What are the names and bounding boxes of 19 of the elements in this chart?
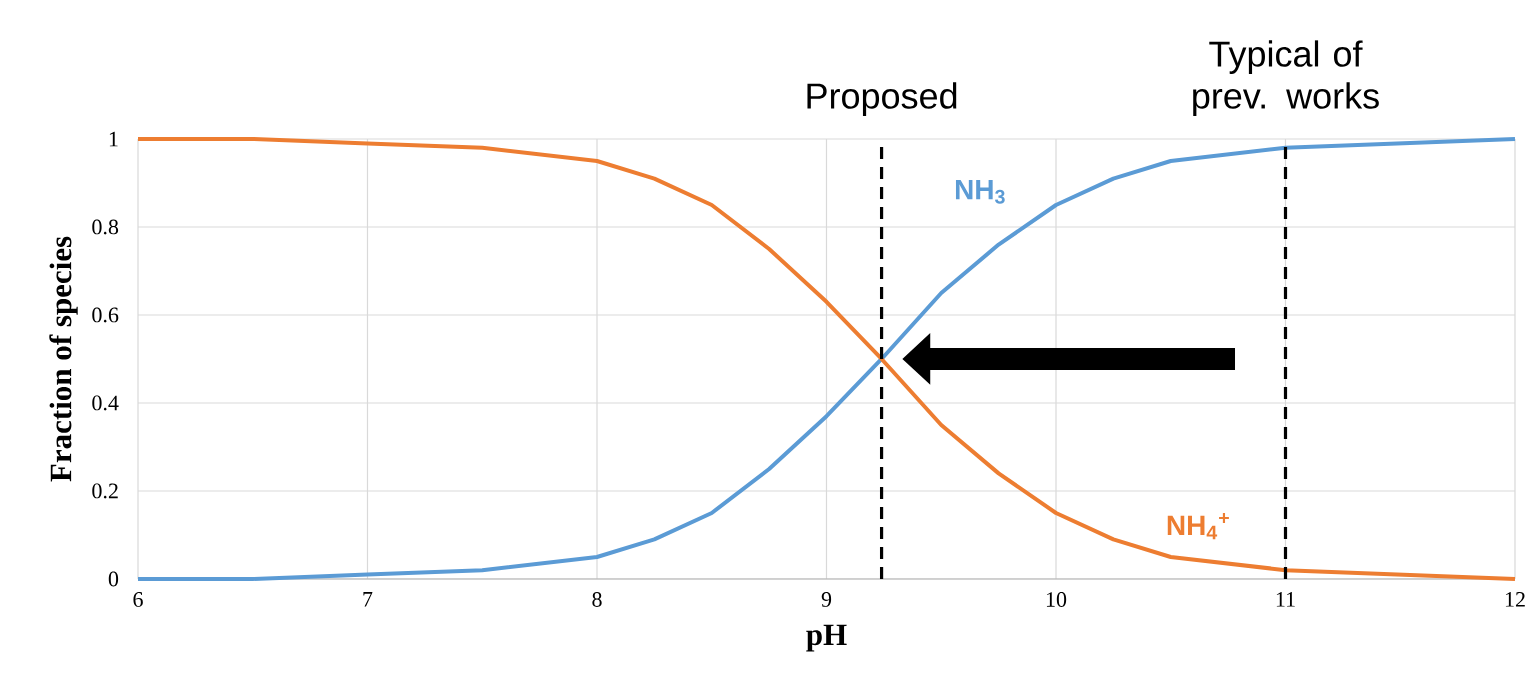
y-tick-label: 0.2 — [92, 483, 118, 499]
x-tick-label: 6 — [133, 592, 143, 607]
x-tick-label: 10 — [1046, 592, 1067, 607]
x-tick-label: 7 — [363, 592, 373, 607]
ref-line-label: Typical of prev. works — [1193, 40, 1379, 116]
series-label: NH$_{4}$+ — [1167, 513, 1229, 540]
x-tick-label: 12 — [1505, 592, 1525, 607]
y-axis-title: Fraction of species — [49, 236, 78, 482]
y-tick-label: 1 — [109, 131, 118, 147]
x-axis-title: pH — [806, 624, 847, 652]
y-tick-label: 0.4 — [92, 395, 119, 411]
y-tick-label: 0.8 — [92, 219, 119, 235]
y-tick-label: 0 — [108, 571, 119, 587]
series-label: NH$_{3}$ — [955, 179, 1005, 204]
x-tick-label: 8 — [592, 592, 602, 607]
x-tick-label: 9 — [821, 592, 832, 607]
ref-line-label: Proposed — [807, 82, 957, 116]
y-tick-label: 0.6 — [92, 307, 119, 323]
x-tick-label: 11 — [1276, 592, 1295, 607]
